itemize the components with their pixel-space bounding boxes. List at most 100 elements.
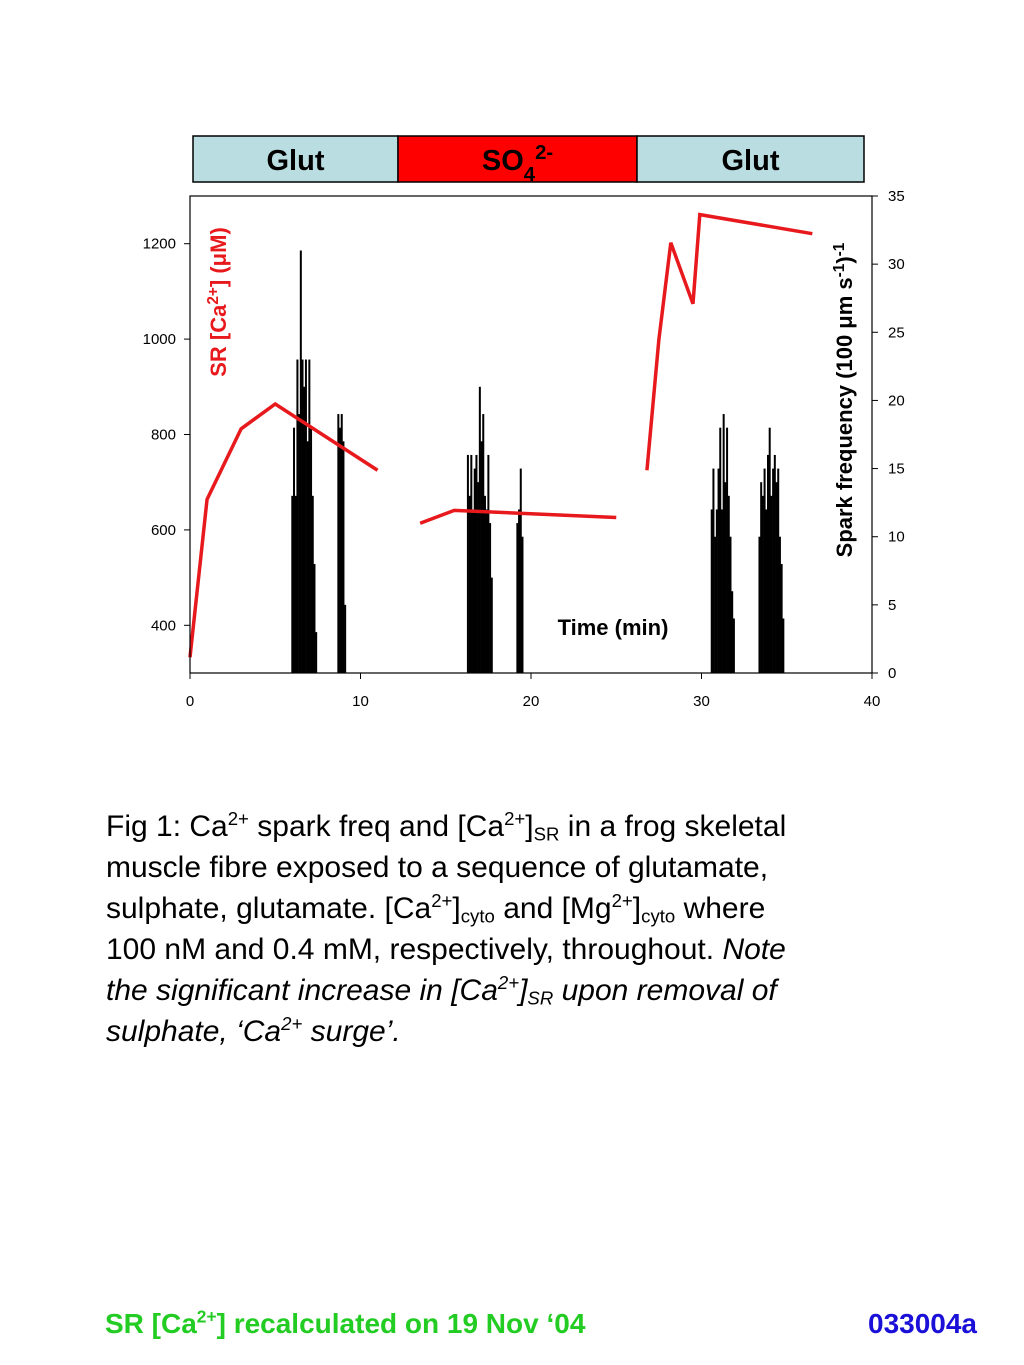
spark-bar — [313, 563, 316, 673]
label-part: Glut — [267, 145, 325, 177]
text-run: 2+ — [196, 1306, 217, 1327]
spark-bar — [768, 427, 771, 673]
spark-bar — [308, 359, 311, 673]
spark-bar — [294, 495, 297, 673]
text-run: SR — [527, 987, 554, 1009]
spark-bar — [301, 359, 304, 673]
y-tick-label: 1200 — [143, 236, 176, 253]
y-tick-label: 600 — [151, 522, 176, 539]
spark-bar — [480, 441, 483, 673]
spark-bar — [473, 468, 476, 673]
spark-bar — [761, 495, 764, 673]
x-tick-label: 30 — [693, 693, 710, 710]
spark-bar — [521, 536, 524, 673]
text-run: 2+ — [497, 971, 520, 993]
treatment-box — [192, 135, 399, 183]
spark-bar — [729, 536, 732, 673]
y-tick-label: 400 — [151, 617, 176, 634]
y2-tick-label: 35 — [888, 188, 905, 205]
label-part: ] (μM) — [206, 227, 231, 287]
label-part: Glut — [722, 145, 780, 177]
spark-bar — [482, 414, 485, 673]
text-run: 2+ — [281, 1012, 303, 1034]
spark-bar — [732, 618, 735, 673]
text-run: muscle fibre exposed to a sequence of gl… — [106, 851, 769, 884]
treatment-box — [397, 135, 638, 183]
y2-tick-label: 20 — [888, 392, 905, 409]
spark-bar — [518, 509, 521, 673]
treatment-label: Glut — [267, 145, 325, 177]
text-run: 2+ — [504, 807, 526, 829]
text-run: cyto — [460, 905, 495, 927]
spark-bar — [298, 414, 301, 673]
y2-tick-label: 15 — [888, 461, 905, 478]
caption-line: Fig 1: Ca2+ spark freq and [Ca2+]SR in a… — [106, 806, 786, 847]
footer-code: 033004a — [868, 1308, 977, 1340]
spark-bar — [339, 427, 342, 673]
y-axis-title: SR [Ca2+] (μM) — [205, 227, 232, 377]
spark-bar — [304, 359, 307, 673]
caption-line: sulphate, ‘Ca2+ surge’. — [106, 1011, 786, 1052]
treatment-label: Glut — [722, 145, 780, 177]
label-part: 2+ — [205, 287, 222, 305]
spark-bar — [758, 536, 761, 673]
caption-line: the significant increase in [Ca2+]SR upo… — [106, 970, 786, 1011]
text-run: ] — [632, 892, 642, 925]
text-run: SR [Ca — [105, 1308, 197, 1339]
text-run: 033004a — [868, 1308, 978, 1339]
spark-bar — [775, 482, 778, 673]
spark-bar — [715, 509, 718, 673]
spark-bar — [760, 482, 763, 673]
text-run: sulphate, ‘Ca — [106, 1015, 282, 1048]
spark-bar — [483, 495, 486, 673]
spark-bar — [485, 509, 488, 673]
spark-bar — [712, 468, 715, 673]
text-run: 2+ — [611, 889, 633, 911]
spark-bar — [722, 414, 725, 673]
spark-bar — [293, 427, 296, 673]
spark-bar — [315, 632, 318, 673]
label-part: -1 — [831, 242, 848, 256]
spark-bar — [765, 509, 768, 673]
treatment-label: SO42- — [482, 142, 553, 186]
text-run: 2+ — [227, 807, 249, 829]
y2-tick-label: 25 — [888, 324, 905, 341]
text-run: ] — [525, 810, 534, 843]
spark-bar — [731, 591, 734, 673]
spark-bar — [724, 482, 727, 673]
label-part: ) — [832, 256, 857, 263]
spark-bar — [470, 454, 473, 673]
x-axis-title: Time (min) — [558, 615, 669, 640]
x-tick-label: 40 — [864, 693, 881, 710]
spark-bar — [778, 536, 781, 673]
sr-ca-line — [645, 212, 813, 471]
text-run: sulphate, glutamate. [Ca — [106, 892, 432, 925]
y2-axis-title: Spark frequency (100 μm s-1)-1 — [831, 242, 858, 557]
spark-bar — [772, 468, 775, 673]
spark-bar — [344, 604, 347, 673]
caption-line: sulphate, glutamate. [Ca2+]cyto and [Mg2… — [106, 888, 786, 929]
y-tick-label: 1000 — [143, 331, 176, 348]
text-run: Note — [722, 933, 786, 966]
text-run: ] — [519, 974, 528, 1007]
spark-bar — [489, 523, 492, 673]
label-part: Time (min) — [558, 615, 669, 640]
spark-bar — [770, 495, 773, 673]
spark-bar — [475, 454, 478, 673]
spark-bar — [710, 509, 713, 673]
caption: Fig 1: Ca2+ spark freq and [Ca2+]SR in a… — [106, 806, 786, 1052]
spark-bar — [291, 495, 294, 673]
spark-bar — [490, 577, 493, 673]
spark-bar — [299, 250, 302, 673]
text-run: surge’. — [302, 1015, 401, 1048]
text-run: SR — [533, 823, 560, 845]
spark-bar — [466, 454, 469, 673]
text-run: and [Mg — [494, 892, 612, 925]
spark-bar — [519, 468, 522, 673]
x-tick-label: 10 — [352, 693, 369, 710]
spark-bar — [311, 495, 314, 673]
text-run: spark freq and [Ca — [248, 810, 505, 843]
text-run: Fig 1: Ca — [106, 810, 228, 843]
text-run: ] — [452, 892, 461, 925]
